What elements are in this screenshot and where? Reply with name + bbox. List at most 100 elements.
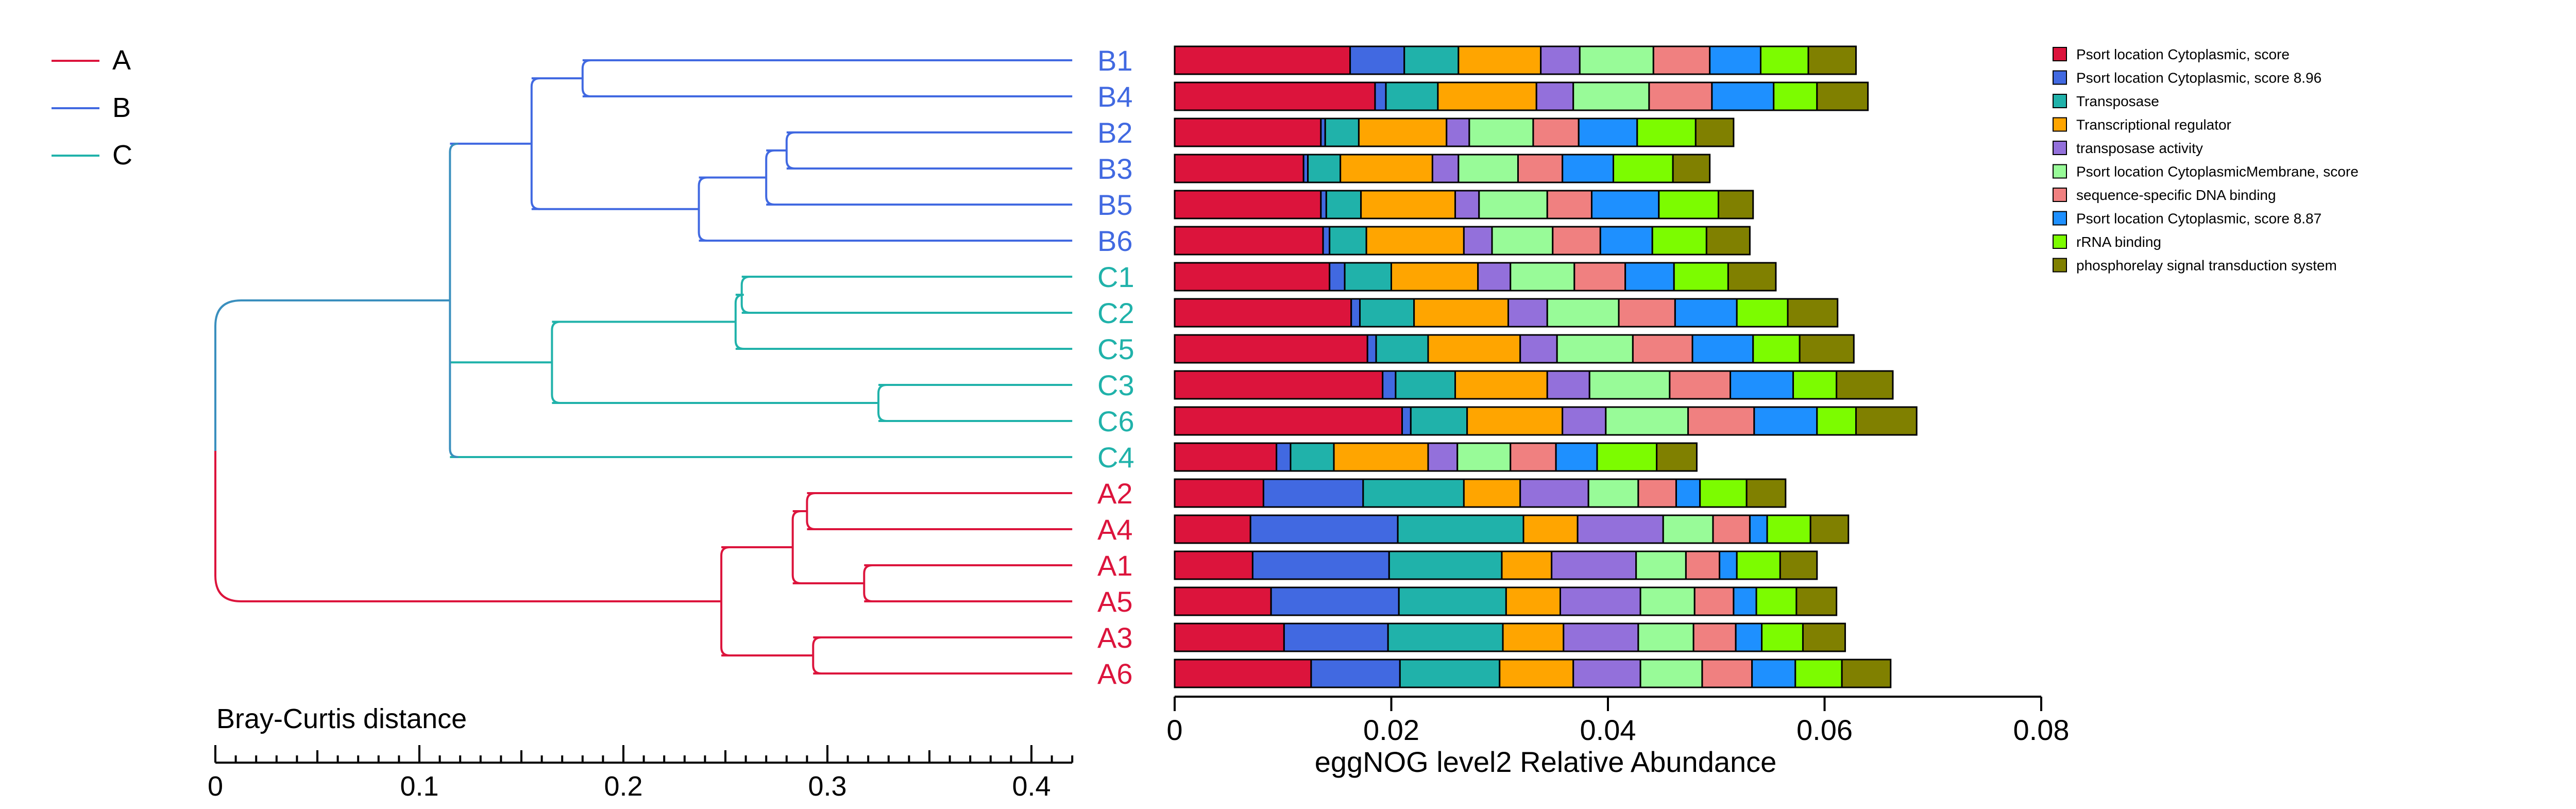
leaf-label: C4 xyxy=(1097,441,1134,474)
bar-segment xyxy=(1701,659,1753,688)
bar-segment xyxy=(1249,514,1399,544)
bar-segment xyxy=(1759,45,1809,75)
series-legend-label: Psort location Cytoplasmic, score 8.96 xyxy=(2076,70,2321,86)
bar-segment xyxy=(1491,226,1554,256)
dendrogram-branch xyxy=(863,564,873,602)
bar-segment xyxy=(1809,514,1850,544)
series-legend-label: sequence-specific DNA binding xyxy=(2076,187,2276,203)
bar-segment xyxy=(1733,586,1757,616)
leaf-label: C6 xyxy=(1097,405,1134,437)
leaf-label: B2 xyxy=(1097,116,1133,149)
bar-segment xyxy=(1736,298,1789,328)
series-legend-swatch xyxy=(2053,117,2067,132)
bar-segment xyxy=(1761,622,1804,652)
bar-segment xyxy=(1636,117,1697,147)
bar-segment xyxy=(1174,442,1278,472)
series-legend-swatch xyxy=(2053,258,2067,273)
bar-segment xyxy=(1366,334,1377,364)
bar-segment xyxy=(1766,514,1811,544)
bar-segment xyxy=(1397,514,1524,544)
bar-segment xyxy=(1787,298,1839,328)
leaf-label: A1 xyxy=(1097,549,1133,582)
bar-segment xyxy=(1251,550,1390,580)
bar-segment xyxy=(1463,478,1521,508)
bar-segment xyxy=(1395,370,1456,400)
bar-segment xyxy=(1735,622,1763,652)
bar-segment xyxy=(1562,406,1607,436)
series-legend: Psort location Cytoplasmic, score Psort l… xyxy=(2053,46,2359,274)
stacked-bars xyxy=(1174,45,1918,688)
bar-segment xyxy=(1745,478,1787,508)
leaf-label: C3 xyxy=(1097,369,1134,401)
bar-segment xyxy=(1329,226,1367,256)
series-legend-label: Psort location Cytoplasmic, score xyxy=(2076,46,2290,62)
abundance-axis-tick-label: 0.06 xyxy=(1797,714,1853,746)
dendrogram-branch xyxy=(806,492,816,530)
bar-segment xyxy=(1588,370,1671,400)
bar-segment xyxy=(1658,190,1719,220)
leaf-label: B5 xyxy=(1097,189,1133,221)
bar-segment xyxy=(1502,622,1565,652)
bar-segment xyxy=(1572,81,1650,111)
bar-segment xyxy=(1755,586,1798,616)
bar-segment xyxy=(1751,659,1797,688)
bar-segment xyxy=(1362,478,1465,508)
bar-segment xyxy=(1410,406,1468,436)
bar-segment xyxy=(1350,298,1361,328)
dendrogram-branch xyxy=(791,510,801,584)
dendrogram-branch xyxy=(698,176,707,242)
bar-segment xyxy=(1333,442,1429,472)
distance-axis-tick-label: 0.4 xyxy=(1012,771,1050,802)
abundance-axis-title: eggNOG level2 Relative Abundance xyxy=(1315,746,1777,778)
bar-segment xyxy=(1174,262,1331,292)
bar-segment xyxy=(1478,190,1548,220)
bar-segment xyxy=(1174,190,1322,220)
bar-segment xyxy=(1322,226,1331,256)
series-legend-swatch xyxy=(2053,141,2067,155)
dendrogram xyxy=(214,59,1073,675)
bar-segment xyxy=(1573,262,1626,292)
group-legend-label: C xyxy=(112,140,132,171)
leaf-label: A2 xyxy=(1097,477,1133,510)
dendrogram-branch xyxy=(785,131,795,170)
leaf-label: B6 xyxy=(1097,225,1133,257)
bar-segment xyxy=(1752,334,1801,364)
bar-segment xyxy=(1693,586,1735,616)
bar-segment xyxy=(1174,478,1264,508)
bar-segment xyxy=(1325,190,1362,220)
bar-segment xyxy=(1427,442,1459,472)
bar-segment xyxy=(1340,154,1433,183)
bar-segment xyxy=(1174,514,1251,544)
bar-segment xyxy=(1773,81,1818,111)
bar-segment xyxy=(1382,370,1397,400)
bar-segment xyxy=(1691,334,1754,364)
abundance-axis-tick-label: 0 xyxy=(1166,714,1182,746)
bar-segment xyxy=(1639,586,1696,616)
bar-segment xyxy=(1540,45,1581,75)
bar-segment xyxy=(1656,442,1698,472)
bar-segment xyxy=(1510,262,1575,292)
dendrogram-branch xyxy=(551,321,561,404)
bar-segment xyxy=(1385,81,1439,111)
bar-segment xyxy=(1519,478,1589,508)
bar-segment xyxy=(1399,659,1501,688)
bar-segment xyxy=(1320,190,1327,220)
bar-segment xyxy=(1551,550,1637,580)
bar-segment xyxy=(1270,586,1400,616)
bar-segment xyxy=(1727,262,1777,292)
dendrogram-branch xyxy=(812,636,822,675)
bar-segment xyxy=(1174,586,1272,616)
bar-segment xyxy=(1458,154,1519,183)
bar-segment xyxy=(1624,262,1675,292)
bar-segment xyxy=(1596,442,1658,472)
bar-segment xyxy=(1637,622,1694,652)
series-legend-label: Psort location Cytoplasmic, score 8.87 xyxy=(2076,211,2321,227)
bar-segment xyxy=(1685,550,1721,580)
bar-segment xyxy=(1546,298,1620,328)
distance-axis-tick-label: 0.2 xyxy=(604,771,642,802)
bar-segment xyxy=(1174,370,1384,400)
series-legend-label: rRNA binding xyxy=(2076,234,2161,250)
bar-segment xyxy=(1329,262,1346,292)
dendrogram-branch xyxy=(765,149,775,206)
